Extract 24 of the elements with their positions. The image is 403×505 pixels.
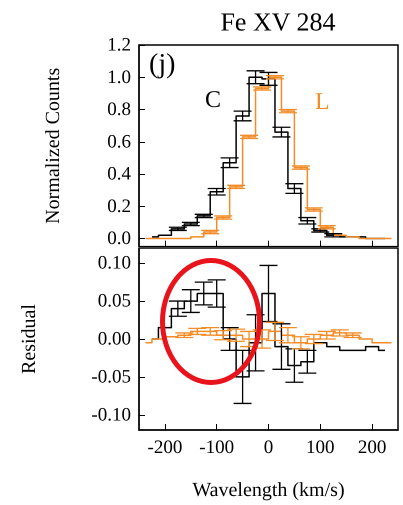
x-tick-label: 100 — [306, 437, 335, 458]
y-tick-label: 0.0 — [107, 228, 131, 249]
y-tick-label: -0.05 — [91, 366, 131, 388]
y-tick-label: 0.2 — [107, 196, 131, 217]
y-tick-label: 0.10 — [98, 252, 131, 274]
y-tick-label: 0.8 — [107, 99, 131, 120]
y-tick-label: 0.05 — [98, 290, 131, 312]
y-tick-label: 0.4 — [107, 164, 132, 184]
x-tick-label: -200 — [147, 437, 182, 458]
series-label: C — [205, 87, 222, 113]
y-tick-label: 0.00 — [98, 328, 131, 350]
chart-title: Fe XV 284 — [220, 8, 336, 36]
x-tick-label: -100 — [199, 437, 234, 458]
y-axis-title: Residual — [18, 304, 40, 374]
y-axis-title: Normalized Counts — [42, 68, 64, 224]
x-axis-title: Wavelength (km/s) — [192, 479, 345, 501]
series-label: L — [315, 89, 330, 115]
y-tick-label: 0.6 — [107, 131, 131, 152]
y-tick-label: -0.10 — [91, 404, 131, 426]
y-tick-label: 1.0 — [107, 66, 131, 88]
y-tick-label: 1.2 — [107, 34, 131, 56]
annotation: (j) — [149, 48, 176, 80]
x-tick-label: 200 — [358, 437, 386, 458]
x-tick-label: 0 — [264, 437, 274, 458]
